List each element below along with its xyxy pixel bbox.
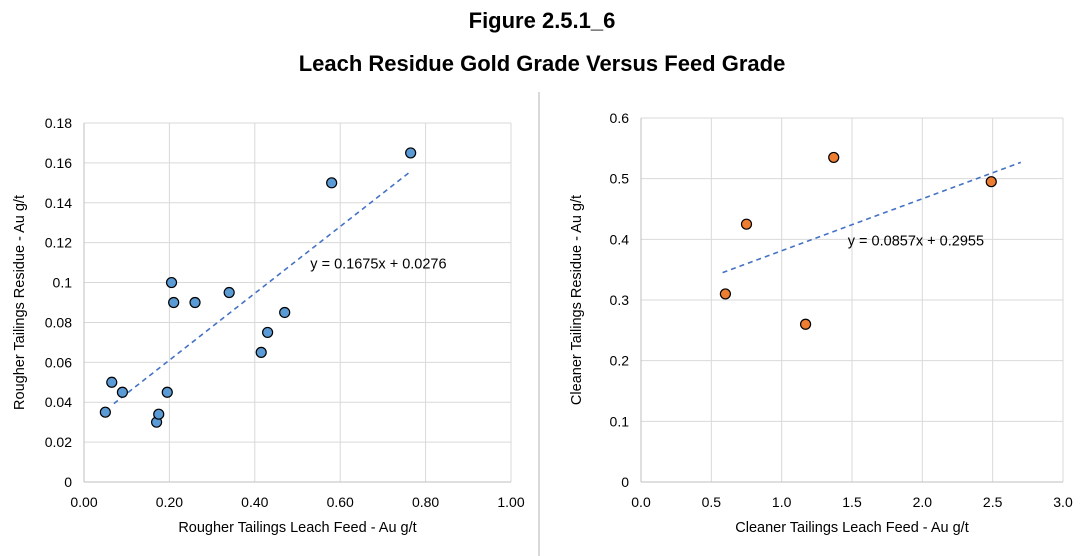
y-tick-label: 0.16 <box>45 155 72 171</box>
x-tick-label: 0.20 <box>156 494 183 510</box>
data-point <box>153 408 165 420</box>
data-point <box>279 306 291 319</box>
y-tick-label: 0.4 <box>610 231 630 247</box>
x-axis-label: Rougher Tailings Leach Feed - Au g/t <box>178 520 416 536</box>
data-point <box>223 286 235 299</box>
x-tick-label: 3.0 <box>1053 494 1073 510</box>
chart-divider <box>538 92 540 556</box>
y-tick-label: 0.02 <box>45 434 72 450</box>
x-tick-label: 2.5 <box>983 494 1003 510</box>
y-tick-label: 0.06 <box>45 354 72 370</box>
trendline-equation: y = 0.0857x + 0.2955 <box>848 233 984 249</box>
x-tick-label: 0.5 <box>702 494 722 510</box>
data-point <box>828 151 840 164</box>
y-axis-label: Cleaner Tailings Residue - Au g/t <box>569 195 585 405</box>
figure-title: Leach Residue Gold Grade Versus Feed Gra… <box>298 51 786 76</box>
y-tick-label: 0.1 <box>610 413 630 429</box>
data-point <box>719 288 732 300</box>
y-tick-label: 0.04 <box>45 394 72 410</box>
data-point <box>799 318 812 330</box>
x-tick-label: 2.0 <box>913 494 933 510</box>
y-tick-label: 0.18 <box>45 115 72 131</box>
x-tick-label: 0.00 <box>70 494 97 510</box>
x-tick-label: 0.40 <box>241 494 268 510</box>
data-point <box>165 276 178 289</box>
trendline-equation: y = 0.1675x + 0.0276 <box>310 257 446 273</box>
y-tick-label: 0.6 <box>610 110 630 126</box>
y-tick-label: 0 <box>621 474 629 490</box>
y-tick-label: 0.3 <box>610 292 630 308</box>
x-tick-label: 1.5 <box>842 494 862 510</box>
x-tick-label: 0.80 <box>412 494 439 510</box>
x-tick-label: 1.0 <box>772 494 792 510</box>
data-point <box>161 386 173 398</box>
y-tick-label: 0 <box>64 474 72 490</box>
y-tick-label: 0.12 <box>45 235 72 251</box>
x-tick-label: 1.00 <box>497 494 524 510</box>
y-tick-label: 0.08 <box>45 314 72 330</box>
x-tick-label: 0.0 <box>631 494 651 510</box>
y-tick-label: 0.14 <box>45 195 72 211</box>
data-point <box>326 177 338 189</box>
data-point <box>106 376 118 388</box>
data-point <box>262 326 274 339</box>
data-point <box>189 296 201 309</box>
y-tick-label: 0.1 <box>53 275 73 291</box>
data-point <box>168 296 180 309</box>
y-tick-label: 0.2 <box>610 353 630 369</box>
data-point <box>985 176 997 188</box>
trendline <box>722 161 1022 274</box>
data-point <box>116 386 129 398</box>
data-point <box>255 346 267 358</box>
data-point <box>405 147 417 159</box>
x-axis-label: Cleaner Tailings Leach Feed - Au g/t <box>735 520 969 536</box>
data-point <box>740 218 753 230</box>
data-point <box>99 406 111 418</box>
x-tick-label: 0.60 <box>327 494 354 510</box>
y-axis-label: Rougher Tailings Residue - Au g/t <box>12 195 28 410</box>
figure-number: Figure 2.5.1_6 <box>468 8 616 33</box>
y-tick-label: 0.5 <box>610 171 630 187</box>
